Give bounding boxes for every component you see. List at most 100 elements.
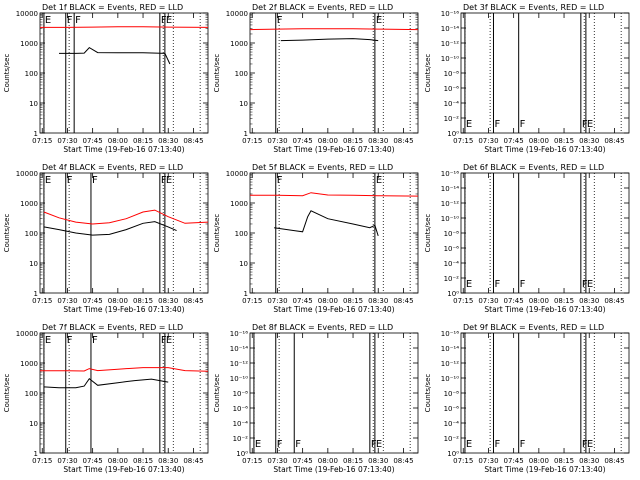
events-series-line: [274, 210, 379, 237]
y-tick-label: 10: [239, 100, 248, 108]
panel-8: Det 8f BLACK = Events, RED = LLD 10⁰ 10⁻² 1…: [213, 323, 419, 474]
y-tick-label: 1: [34, 450, 38, 458]
x-tick-label: 08:15: [343, 137, 363, 145]
x-tick-label: 07:30: [267, 457, 287, 465]
panel-4: Det 4f BLACK = Events, RED = LLD 1 10 100 10…: [3, 163, 209, 314]
marker-label: F: [520, 119, 526, 130]
y-tick-label: 10000: [226, 170, 248, 178]
y-tick-label: 10⁻¹⁴: [441, 25, 459, 33]
y-tick-label: 10⁻¹⁴: [230, 345, 248, 353]
x-tick-label: 08:00: [318, 297, 338, 305]
y-tick-label: 1000: [230, 200, 248, 208]
marker-label: E: [45, 15, 51, 26]
panel-title: Det 4f BLACK = Events, RED = LLD: [42, 163, 183, 172]
x-tick-label: 08:00: [108, 297, 128, 305]
marker-label: F: [371, 439, 377, 450]
x-tick-label: 07:15: [242, 457, 262, 465]
y-axis-label: Counts/sec: [424, 374, 432, 413]
y-tick-label: 10⁻¹⁴: [441, 345, 459, 353]
y-tick-label: 10: [29, 100, 38, 108]
y-tick-label: 10000: [16, 170, 38, 178]
y-tick-label: 10⁻¹⁰: [230, 375, 248, 383]
x-tick-label: 08:45: [183, 457, 203, 465]
x-tick-label: 07:45: [504, 297, 524, 305]
x-axis-label: Start Time (19-Feb-16 07:13:40): [63, 465, 184, 474]
marker-label: F: [494, 439, 500, 450]
panel-title: Det 3f BLACK = Events, RED = LLD: [463, 3, 604, 12]
panel-9: Det 9f BLACK = Events, RED = LLD 10⁰ 10⁻² 1…: [424, 323, 630, 474]
x-axis-label: Start Time (19-Feb-16 07:13:40): [273, 305, 394, 314]
y-tick-label: 1000: [20, 200, 38, 208]
x-tick-label: 08:00: [318, 137, 338, 145]
x-tick-label: 08:45: [604, 457, 624, 465]
x-tick-label: 07:15: [453, 297, 473, 305]
x-tick-label: 07:30: [478, 137, 498, 145]
x-tick-label: 07:30: [57, 297, 77, 305]
x-tick-label: 08:45: [393, 457, 413, 465]
x-tick-label: 08:00: [318, 457, 338, 465]
y-tick-label: 10⁻¹⁶: [441, 170, 459, 178]
y-tick-label: 10⁻⁸: [444, 390, 460, 398]
lld-series-line: [40, 26, 209, 28]
y-tick-label: 10⁻⁴: [444, 260, 460, 268]
y-tick-label: 10⁻⁶: [444, 245, 460, 253]
panel-title: Det 7f BLACK = Events, RED = LLD: [42, 323, 183, 332]
plot-frame: [460, 332, 630, 454]
marker-label: E: [376, 439, 382, 450]
x-axis-label: Start Time (19-Feb-16 07:13:40): [484, 465, 605, 474]
y-tick-label: 1000: [230, 40, 248, 48]
x-tick-label: 07:15: [32, 137, 52, 145]
marker-label: F: [75, 15, 81, 26]
y-tick-label: 10: [29, 420, 38, 428]
x-tick-label: 08:15: [554, 297, 574, 305]
y-tick-label: 10⁻⁴: [444, 420, 460, 428]
x-tick-label: 07:15: [32, 297, 52, 305]
x-tick-label: 08:30: [579, 457, 599, 465]
x-tick-label: 08:15: [554, 137, 574, 145]
y-tick-label: 10⁻⁸: [444, 70, 460, 78]
plot-frame: [39, 332, 209, 454]
lld-series-line: [43, 209, 209, 225]
y-tick-label: 10⁻⁶: [444, 405, 460, 413]
marker-label: F: [277, 439, 283, 450]
x-tick-label: 07:45: [83, 457, 103, 465]
x-tick-label: 08:00: [529, 457, 549, 465]
marker-label: F: [67, 335, 73, 346]
x-tick-label: 08:15: [343, 297, 363, 305]
x-axis-label: Start Time (19-Feb-16 07:13:40): [273, 465, 394, 474]
events-series-line: [43, 221, 177, 236]
y-tick-label: 10⁻¹²: [441, 40, 459, 48]
marker-label: F: [277, 15, 283, 26]
panel-title: Det 9f BLACK = Events, RED = LLD: [463, 323, 604, 332]
panel-title: Det 5f BLACK = Events, RED = LLD: [252, 163, 393, 172]
x-tick-label: 07:30: [57, 137, 77, 145]
y-tick-label: 1: [34, 290, 38, 298]
marker-label: E: [255, 439, 261, 450]
y-tick-label: 10⁻¹⁶: [230, 330, 248, 338]
y-axis-label: Counts/sec: [3, 214, 11, 253]
marker-label: F: [161, 15, 167, 26]
plot-frame: [39, 12, 209, 134]
marker-label: E: [587, 439, 593, 450]
lld-series-line: [249, 28, 419, 31]
y-tick-label: 10⁰: [447, 450, 459, 458]
x-axis-label: Start Time (19-Feb-16 07:13:40): [273, 145, 394, 154]
marker-label: E: [376, 15, 382, 26]
y-axis-label: Counts/sec: [3, 54, 11, 93]
y-axis-label: Counts/sec: [213, 54, 221, 93]
marker-label: F: [520, 279, 526, 290]
marker-label: E: [466, 119, 472, 130]
marker-label: E: [466, 439, 472, 450]
y-tick-label: 10⁻²: [444, 435, 460, 443]
x-tick-label: 08:45: [393, 137, 413, 145]
y-tick-label: 1000: [20, 360, 38, 368]
y-tick-label: 10⁻⁶: [233, 405, 249, 413]
x-tick-label: 07:30: [478, 297, 498, 305]
y-tick-label: 10⁰: [447, 290, 459, 298]
x-tick-label: 08:15: [133, 297, 153, 305]
x-tick-label: 08:45: [604, 297, 624, 305]
x-tick-label: 07:45: [293, 137, 313, 145]
y-tick-label: 10⁻¹⁰: [441, 375, 459, 383]
x-tick-label: 08:00: [529, 297, 549, 305]
